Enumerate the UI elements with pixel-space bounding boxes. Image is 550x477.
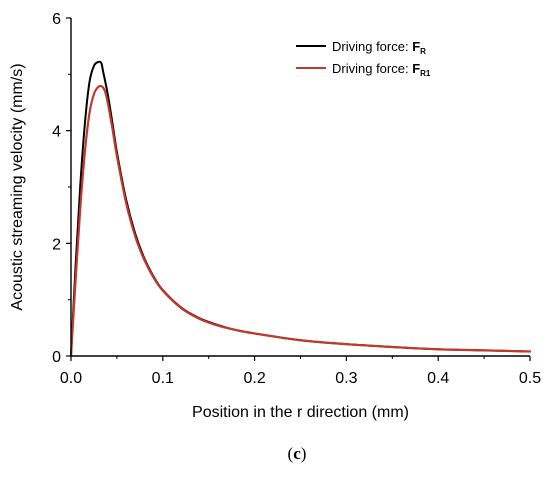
panel-label: (c): [288, 444, 307, 463]
x-tick-label: 0.0: [60, 370, 82, 387]
legend-entry: Driving force: FR: [332, 39, 426, 56]
x-tick-label: 0.2: [243, 370, 265, 387]
legend-entry: Driving force: FR1: [332, 61, 431, 78]
panel-label-letter: c: [293, 444, 301, 463]
y-tick-label: 0: [52, 349, 61, 366]
legend-subscript: R: [420, 47, 426, 56]
legend-prefix: Driving force:: [332, 39, 412, 54]
legend-prefix: Driving force:: [332, 61, 412, 76]
x-axis-title: Position in the r direction (mm): [192, 404, 409, 421]
x-tick-label: 0.3: [335, 370, 357, 387]
series-line-r: [70, 60, 531, 357]
y-tick-label: 2: [52, 236, 61, 253]
axes-layer: 0.0 0.1 0.2 0.3 0.4 0.5 0 2 4 6: [52, 11, 541, 387]
x-tick-label: 0.1: [152, 370, 174, 387]
legend-subscript: R1: [420, 69, 431, 78]
legend-symbol: F: [412, 61, 420, 76]
legend-symbol: F: [412, 39, 420, 54]
x-tick-label: 0.5: [519, 370, 541, 387]
x-tick-label: 0.4: [427, 370, 449, 387]
y-tick-label: 6: [52, 11, 61, 28]
panel-label-close: ): [301, 444, 307, 463]
series-layer: [69, 60, 532, 358]
series-line-r1: [69, 84, 532, 358]
axis-labels: Position in the r direction (mm) Acoustic…: [9, 63, 409, 463]
y-axis-title: Acoustic streaming velocity (mm/s): [9, 63, 26, 310]
panel-label-open: (: [288, 444, 294, 463]
y-tick-label: 4: [52, 124, 61, 141]
